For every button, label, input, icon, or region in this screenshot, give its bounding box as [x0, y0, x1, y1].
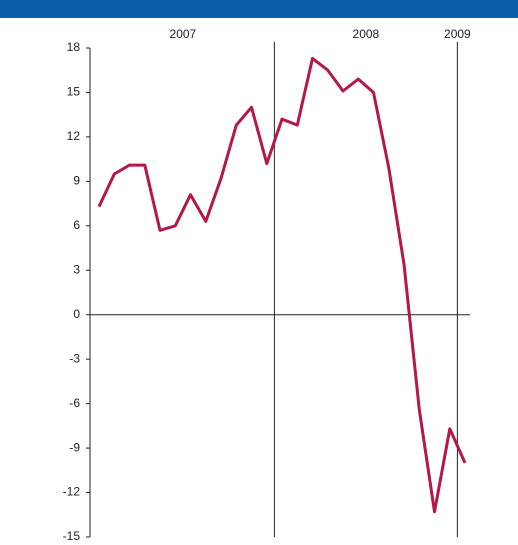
y-tick-label: 9	[73, 174, 80, 188]
year-label: 2007	[170, 27, 197, 41]
y-tick-label: -15	[63, 529, 81, 543]
y-tick-label: 15	[67, 85, 81, 99]
y-tick-label: -6	[69, 396, 80, 410]
y-tick-label: 18	[67, 40, 81, 54]
y-tick-label: 6	[73, 218, 80, 232]
y-tick-label: -3	[69, 351, 80, 365]
y-tick-label: 3	[73, 262, 80, 276]
data-line	[97, 56, 467, 514]
header-bar	[0, 0, 518, 18]
y-tick-label: 12	[67, 129, 81, 143]
y-tick-label: -9	[69, 440, 80, 454]
year-label: 2008	[353, 27, 380, 41]
y-tick-label: -12	[63, 485, 81, 499]
year-label: 2009	[444, 27, 471, 41]
y-tick-label: 0	[73, 307, 80, 321]
